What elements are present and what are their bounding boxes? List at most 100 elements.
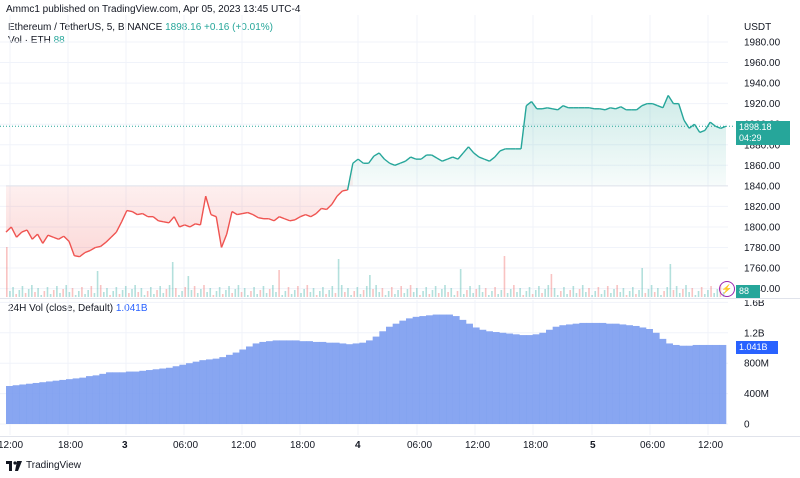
volume-bar [412, 292, 415, 297]
volume-bar [6, 247, 8, 297]
volume24-bar [232, 352, 240, 424]
volume-bar [328, 290, 330, 297]
volume24-bar [79, 377, 87, 424]
lightning-icon[interactable]: ⚡ [719, 281, 735, 297]
volume-bar [578, 289, 581, 297]
time-axis[interactable]: 12:00 18:00 3 06:00 12:00 18:00 4 06:00 12:00 18:… [0, 440, 730, 454]
volume-bar [544, 289, 546, 297]
price-segment [641, 102, 648, 107]
volume-bar [262, 286, 265, 297]
volume-bar [240, 292, 243, 297]
volume24-bar [486, 331, 493, 424]
price-segment [342, 189, 348, 192]
volume-bar [497, 294, 500, 297]
volume-bar [375, 285, 377, 297]
volume-bar [337, 259, 340, 297]
volume-bar [40, 295, 43, 297]
volume-bar [181, 291, 183, 297]
volume-tick-label: 800M [744, 359, 769, 370]
price-segment [373, 152, 380, 157]
volume-bar [68, 292, 71, 297]
volume24-bar [332, 342, 340, 424]
time-tick-label: 06:00 [173, 440, 199, 451]
volume-bar [347, 288, 349, 297]
volume-bar [112, 291, 115, 297]
price-tick-label: 1780.00 [744, 243, 781, 254]
price-segment [215, 216, 223, 248]
volume-bar [369, 275, 371, 297]
volume24-bar [459, 319, 467, 424]
volume24-bar [12, 385, 20, 424]
volume24-bar [686, 345, 693, 424]
volume-bar [603, 290, 606, 297]
volume24-bar [6, 386, 13, 424]
volume24-bar [546, 329, 553, 424]
volume24-bar [186, 363, 193, 424]
volume24-chart[interactable]: 1.6B 1.2B 800M 400M 0 [0, 300, 800, 435]
volume24-bar [666, 343, 673, 424]
currency-label: USDT [744, 22, 772, 33]
price-segment [131, 210, 138, 216]
volume24-bar [379, 331, 387, 424]
price-segment [21, 229, 28, 233]
volume-bar [641, 268, 643, 297]
volume-bar [478, 285, 481, 297]
volume-bar [469, 286, 471, 297]
tradingview-logo[interactable]: TradingView [6, 460, 81, 471]
volume24-bar [599, 322, 607, 424]
volume-bar [685, 285, 687, 297]
price-segment [58, 235, 65, 240]
price-segment [693, 123, 701, 133]
volume-bar [431, 290, 434, 297]
volume-bar [378, 292, 381, 297]
price-segment [420, 154, 427, 160]
price-segment [346, 163, 354, 191]
volume-bar [622, 288, 625, 297]
volume24-bar [406, 318, 413, 424]
price-segment [436, 157, 443, 162]
volume-bar [131, 289, 133, 297]
volume-bar [212, 295, 215, 297]
volume-bar [416, 288, 418, 297]
price-segment [462, 146, 470, 154]
price-segment [321, 207, 327, 211]
price-segment [79, 252, 86, 258]
volume-bar [619, 292, 622, 297]
volume-value: 88 [53, 35, 65, 46]
volume-bar [672, 290, 675, 297]
volume24-bar [532, 334, 540, 424]
price-segment [300, 213, 306, 218]
price-chart[interactable]: 1980.001960.001940.001920.001900.001880.… [0, 0, 800, 300]
price-segment [252, 214, 259, 219]
volume-bar [635, 294, 637, 297]
volume-bar [137, 292, 140, 297]
volume24-bar [439, 314, 447, 424]
volume24-bar [519, 335, 527, 424]
price-segment [357, 158, 364, 164]
volume-bar [647, 289, 650, 297]
volume-bar [281, 295, 284, 297]
volume-bar [400, 286, 402, 297]
volume-bar [171, 262, 174, 297]
volume-bar [103, 292, 105, 297]
price-segment [457, 152, 464, 160]
volume-bar [59, 293, 61, 297]
price-tick-label: 1880.00 [744, 140, 781, 151]
volume-bar [203, 285, 205, 297]
volume24-bar [672, 344, 680, 424]
volume24-bar [479, 329, 487, 424]
volume-bar [344, 292, 346, 297]
price-segment [31, 233, 39, 240]
volume-bar [265, 293, 268, 297]
price-segment [42, 234, 49, 244]
volume-bar [168, 285, 171, 297]
volume-bar [322, 287, 324, 297]
price-segment [258, 217, 264, 220]
pane-divider[interactable] [0, 298, 800, 299]
price-segment [699, 129, 706, 134]
price-segment [163, 221, 170, 224]
price-segment [610, 107, 616, 110]
volume-bar [472, 293, 474, 297]
price-segment [447, 156, 453, 160]
volume-bar [106, 288, 108, 297]
